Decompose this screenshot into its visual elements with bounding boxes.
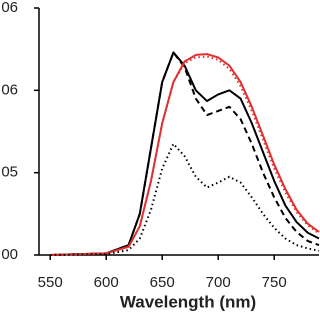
x-tick-label: 700: [206, 274, 231, 291]
series-line: [50, 51, 320, 256]
y-tick-label: 06: [1, 0, 18, 16]
y-tick-label: 06: [1, 81, 18, 98]
series-line: [50, 142, 320, 256]
y-tick-label: 05: [1, 164, 18, 181]
series-line: [50, 51, 320, 256]
series-line: [50, 55, 320, 256]
x-tick-label: 750: [262, 274, 287, 291]
y-tick-label: 00: [1, 246, 18, 263]
x-tick-label: 600: [94, 274, 119, 291]
x-tick-label: 650: [150, 274, 175, 291]
x-tick-label: 550: [38, 274, 63, 291]
x-axis-title: Wavelength (nm): [120, 292, 256, 311]
series-line: [50, 53, 320, 256]
